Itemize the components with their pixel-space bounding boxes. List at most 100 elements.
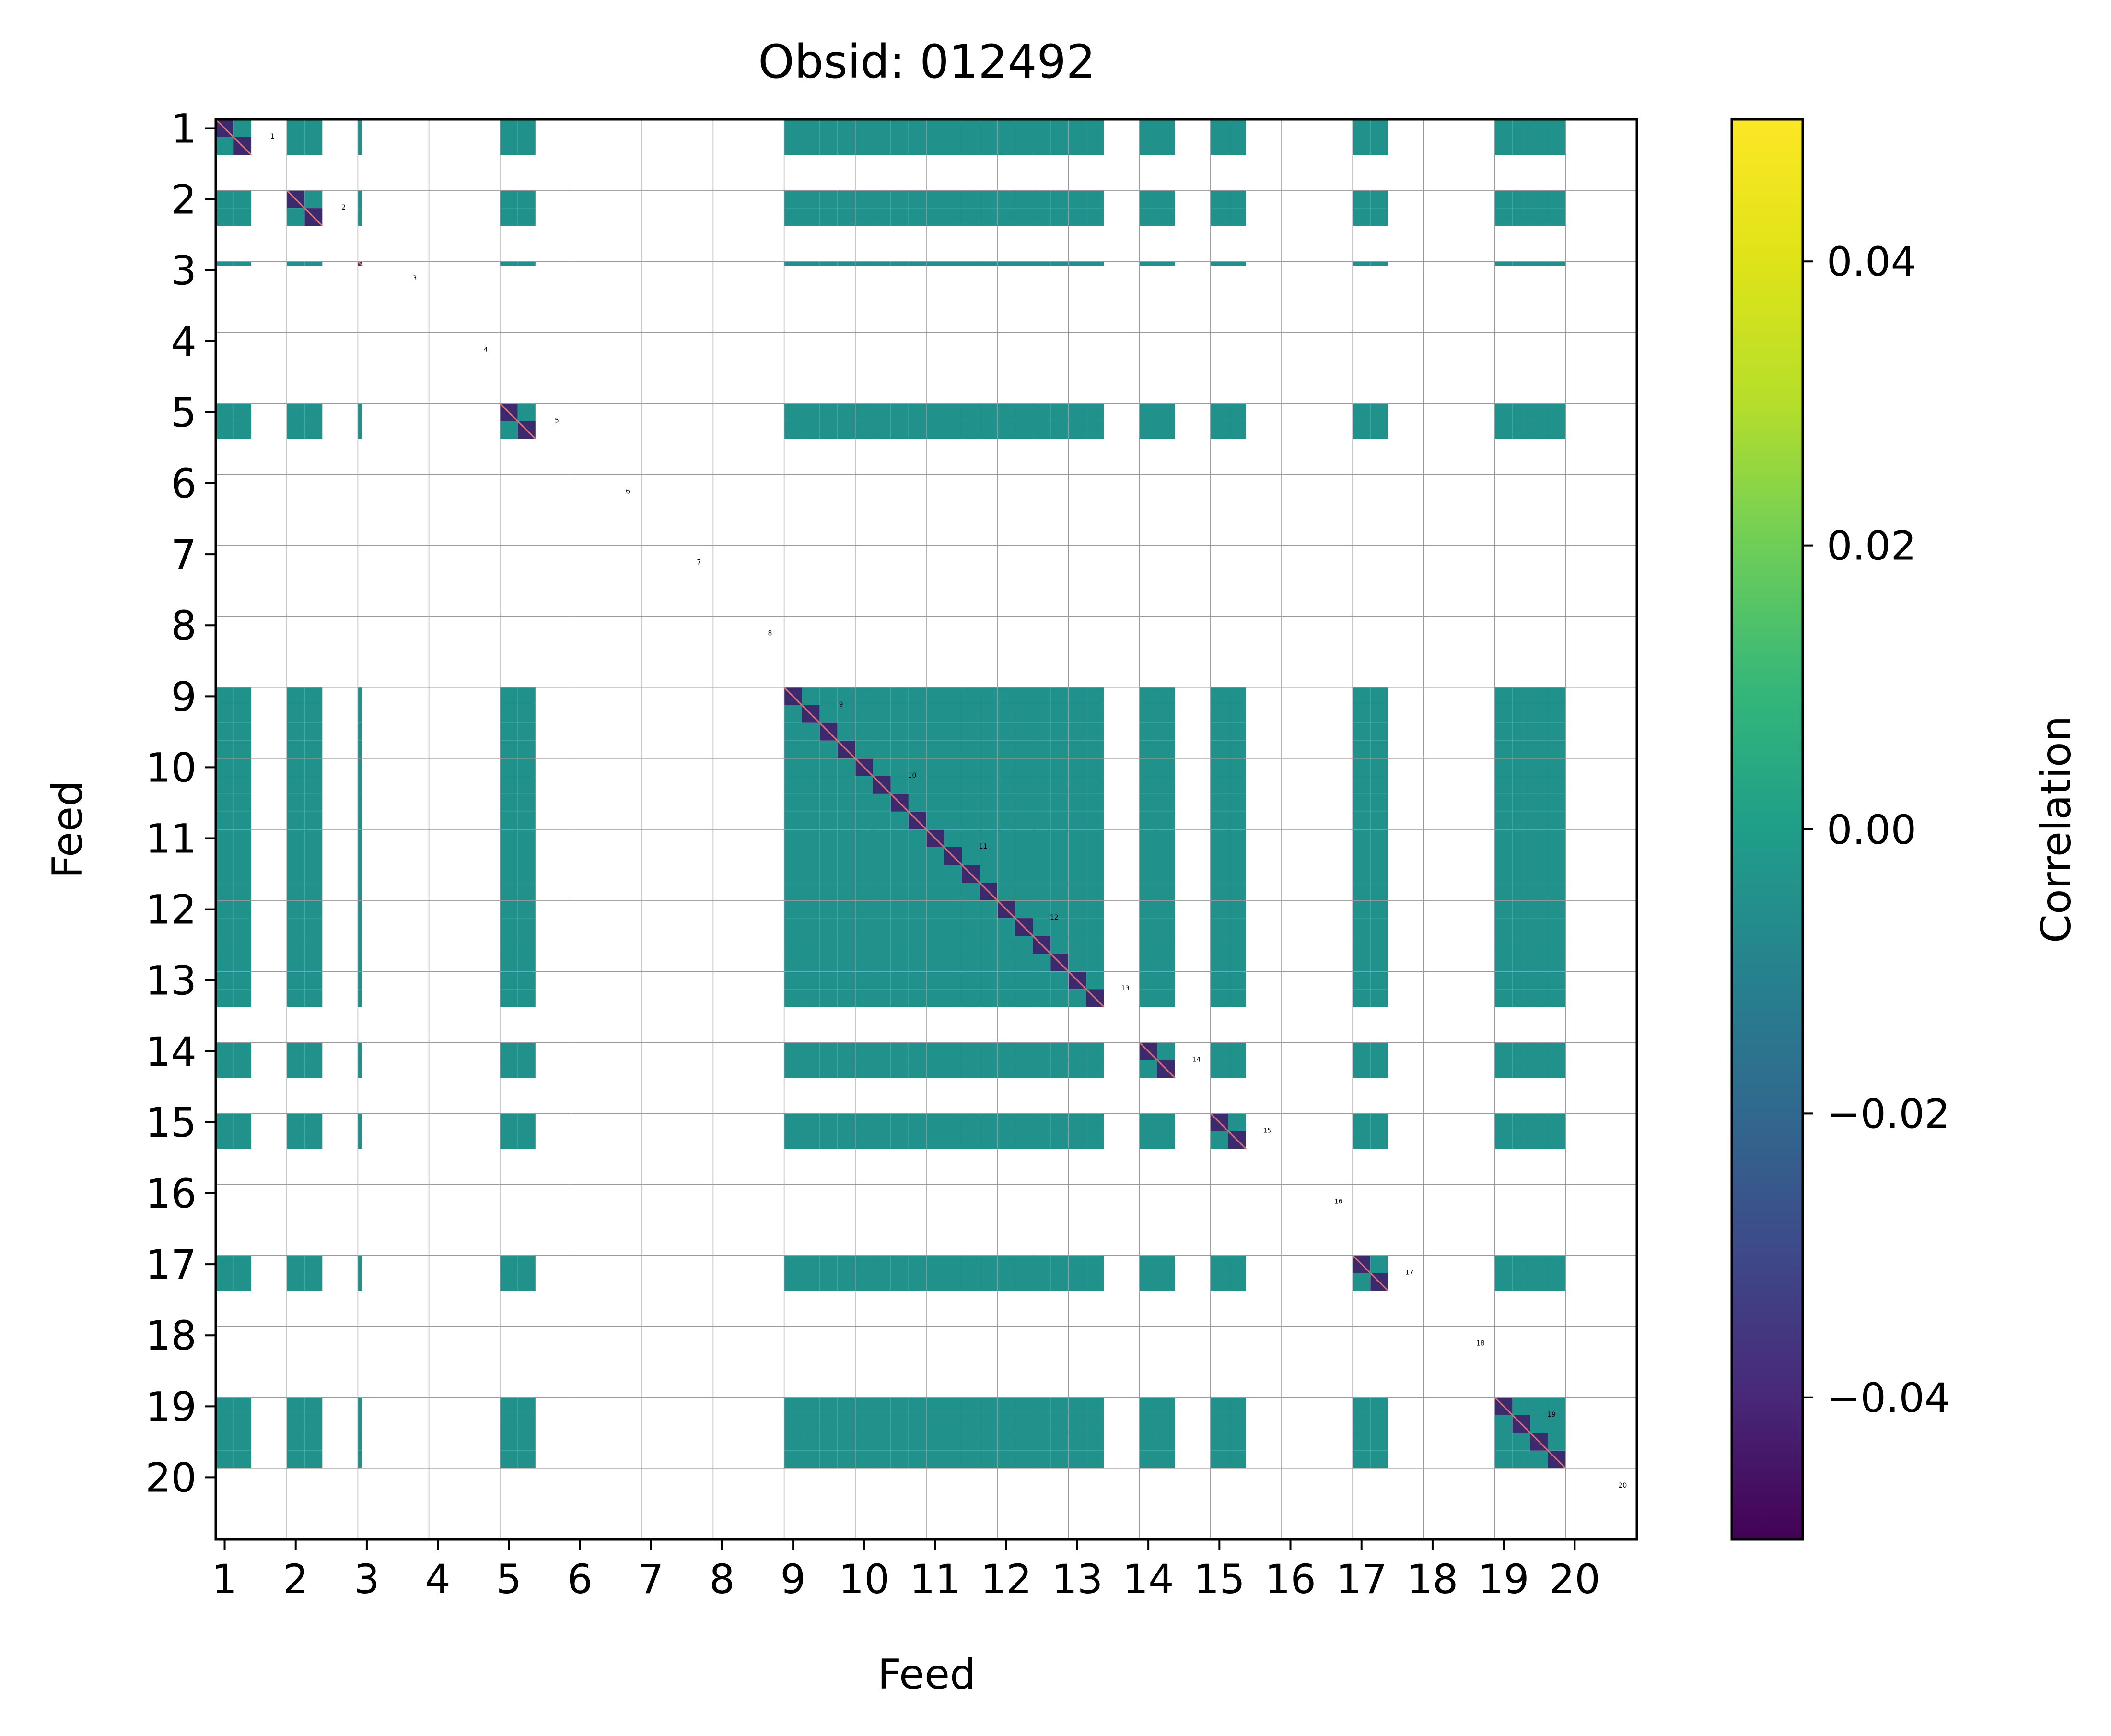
heatmap-cell	[500, 1433, 518, 1451]
heatmap-cell	[216, 865, 233, 883]
heatmap-cell	[855, 954, 873, 972]
heatmap-cell	[1086, 1433, 1104, 1451]
heatmap-cell	[837, 261, 855, 266]
heatmap-cell	[358, 421, 362, 439]
heatmap-cell	[1548, 829, 1566, 847]
heatmap-cell	[1548, 740, 1566, 758]
heatmap-cell	[909, 971, 926, 990]
heatmap-cell	[1050, 1042, 1069, 1060]
heatmap-cell	[980, 1415, 998, 1433]
heatmap-cell	[962, 190, 980, 209]
heatmap-cell	[1228, 1255, 1246, 1273]
heatmap-cell	[802, 261, 820, 266]
heatmap-cell	[1068, 847, 1086, 865]
heatmap-cell	[1228, 883, 1246, 901]
block-label: 1	[270, 133, 275, 140]
heatmap-cell	[980, 829, 998, 847]
heatmap-cell	[855, 722, 873, 741]
heatmap-cell	[873, 1042, 891, 1060]
heatmap-cell	[944, 119, 962, 137]
heatmap-cell	[1228, 776, 1246, 794]
heatmap-cell	[1050, 1433, 1069, 1451]
heatmap-cell	[358, 1415, 362, 1433]
heatmap-cell	[358, 1397, 362, 1415]
heatmap-cell	[500, 1042, 518, 1060]
y-tick-label: 18	[145, 1312, 197, 1359]
heatmap-cell	[1015, 687, 1033, 705]
heatmap-cell	[980, 208, 998, 226]
heatmap-cell	[1139, 918, 1157, 936]
heatmap-cell	[287, 687, 305, 705]
heatmap-cell	[216, 847, 233, 865]
heatmap-cell	[837, 137, 855, 155]
heatmap-cell	[216, 883, 233, 901]
diagonal-autocorrelation-line	[1210, 1113, 1229, 1132]
heatmap-cell	[1033, 1433, 1051, 1451]
heatmap-cell	[517, 740, 536, 758]
heatmap-cell	[233, 793, 252, 812]
heatmap-cell	[1530, 137, 1548, 155]
heatmap-cell	[1068, 421, 1086, 439]
heatmap-cell	[1353, 847, 1371, 865]
heatmap-cell	[909, 989, 926, 1007]
heatmap-cell	[1494, 421, 1513, 439]
heatmap-cell	[1548, 1113, 1566, 1131]
heatmap-cell	[233, 190, 252, 209]
heatmap-cell	[1548, 776, 1566, 794]
heatmap-cell	[1494, 261, 1513, 266]
heatmap-cell	[1068, 705, 1086, 723]
heatmap-cell	[819, 954, 838, 972]
heatmap-cell	[1157, 119, 1175, 137]
heatmap-cell	[997, 705, 1015, 723]
heatmap-cell	[233, 776, 252, 794]
heatmap-cell	[890, 936, 909, 954]
heatmap-cell	[1210, 687, 1228, 705]
heatmap-cell	[926, 421, 944, 439]
colorbar-tick-label: −0.02	[1827, 1090, 1950, 1137]
heatmap-cell	[1157, 776, 1175, 794]
heatmap-cell	[1086, 900, 1104, 919]
diagonal-autocorrelation-line	[1529, 1432, 1549, 1451]
heatmap-cell	[980, 722, 998, 741]
heatmap-cell	[855, 1415, 873, 1433]
heatmap-cell	[837, 883, 855, 901]
heatmap-cell	[890, 1042, 909, 1060]
heatmap-cell	[1068, 208, 1086, 226]
heatmap-cell	[784, 261, 802, 266]
heatmap-cell	[216, 900, 233, 919]
heatmap-cell	[1015, 1397, 1033, 1415]
heatmap-cell	[1033, 847, 1051, 865]
heatmap-cell	[1050, 1131, 1069, 1149]
diagonal-autocorrelation-line	[1068, 971, 1087, 990]
heatmap-cell	[944, 812, 962, 829]
colorbar-ticks: 0.04 0.02 0.00 −0.02 −0.04	[1803, 238, 1950, 1421]
x-tick-label: 4	[425, 1556, 450, 1603]
heatmap-cell	[1548, 1255, 1566, 1273]
heatmap-cell	[1494, 847, 1513, 865]
heatmap-cell	[216, 1450, 233, 1468]
heatmap-cell	[962, 883, 980, 901]
heatmap-cell	[1353, 900, 1371, 919]
heatmap-cell	[1512, 758, 1530, 776]
heatmap-cell	[802, 793, 820, 812]
heatmap-cell	[216, 971, 233, 990]
heatmap-cell	[1548, 1273, 1566, 1291]
heatmap-cell	[997, 740, 1015, 758]
heatmap-cell	[1210, 261, 1228, 266]
heatmap-cell	[997, 793, 1015, 812]
heatmap-cell	[1086, 740, 1104, 758]
heatmap-cell	[873, 758, 891, 776]
heatmap-cell	[233, 722, 252, 741]
heatmap-cell	[1015, 1255, 1033, 1273]
heatmap-cell	[287, 829, 305, 847]
heatmap-cell	[1139, 776, 1157, 794]
heatmap-cell	[980, 261, 998, 266]
heatmap-cell	[962, 793, 980, 812]
block-label: 11	[979, 843, 988, 851]
heatmap-cell	[1494, 989, 1513, 1007]
heatmap-cell	[304, 403, 323, 421]
heatmap-cell	[873, 883, 891, 901]
heatmap-cell	[944, 208, 962, 226]
heatmap-cell	[980, 119, 998, 137]
x-tick-label: 12	[980, 1556, 1032, 1603]
